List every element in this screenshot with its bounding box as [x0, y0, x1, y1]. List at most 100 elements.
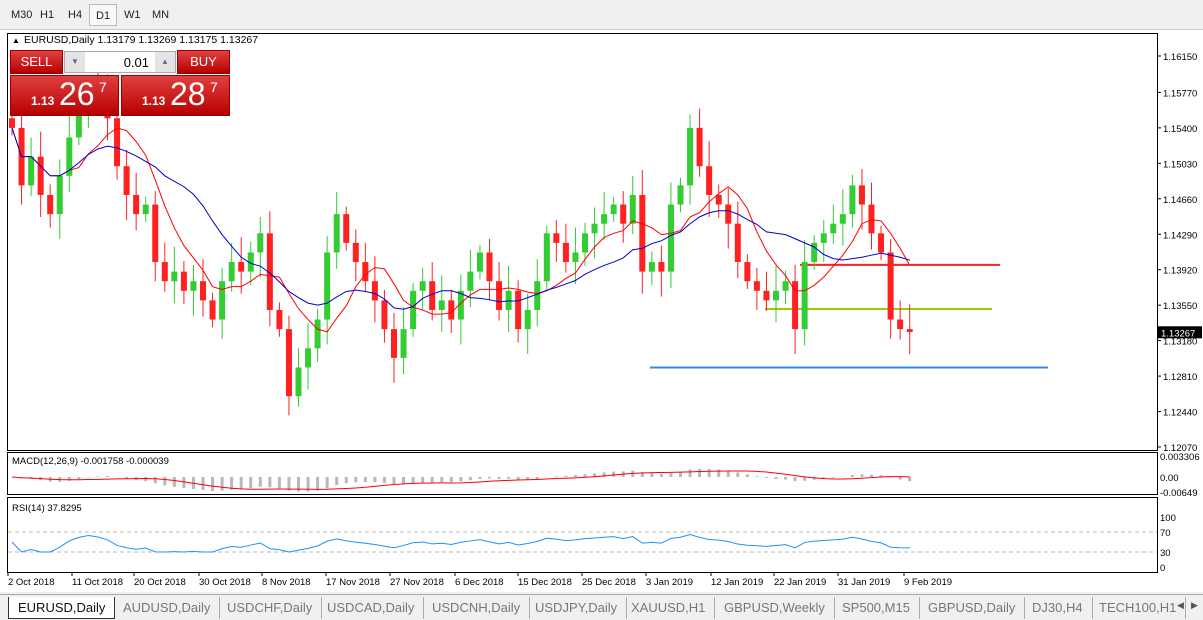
chart-tab[interactable]: GBPUSD,Daily	[919, 597, 1026, 619]
chart-tab[interactable]: DJ30,H4	[1023, 597, 1093, 619]
rsi-tick-label: 30	[1160, 548, 1171, 559]
lot-decrease-button[interactable]: ▼	[65, 52, 85, 72]
candle-body	[906, 329, 913, 332]
chart-tab[interactable]: AUDUSD,Daily	[114, 597, 221, 619]
macd-signal-line	[11, 470, 910, 490]
chart-tab[interactable]: GBPUSD,Weekly	[715, 597, 835, 619]
candle-body	[400, 329, 407, 358]
rsi-tick-label: 100	[1160, 513, 1176, 524]
chart-tab[interactable]: EURUSD,Daily	[8, 597, 116, 619]
candle-body	[228, 262, 235, 282]
main-chart-frame	[7, 33, 1158, 451]
candle-body	[161, 262, 168, 282]
chart-canvas[interactable]: ▲ EURUSD,Daily 1.13179 1.13269 1.13175 1.…	[0, 30, 1203, 592]
candle-body	[505, 290, 512, 310]
rsi-label: RSI(14) 37.8295	[12, 503, 82, 514]
scroll-right-icon[interactable]: ▶	[1191, 600, 1198, 610]
timeframe-h1[interactable]: H1	[40, 9, 55, 21]
sell-price-fraction: 7	[99, 79, 107, 95]
candle-body	[897, 319, 904, 330]
price-tick-label: 1.16150	[1163, 52, 1197, 63]
chart-tab[interactable]: SP500,M15	[833, 597, 920, 619]
candle-body	[524, 309, 531, 330]
timeframe-d1[interactable]: D1	[89, 4, 118, 26]
price-tick-label: 1.12440	[1163, 408, 1197, 419]
rsi-line	[11, 533, 910, 553]
candle-body	[620, 204, 627, 224]
timeframe-w1[interactable]: W1	[124, 9, 141, 21]
candle-body	[391, 329, 397, 358]
rsi-tick-label: 0	[1160, 563, 1165, 574]
rsi-frame	[7, 497, 1158, 573]
candle-body	[362, 262, 369, 282]
candle-body	[601, 214, 608, 224]
buy-price[interactable]: 1.13 28 7	[121, 75, 230, 116]
candle-body	[696, 127, 703, 167]
chart-tab[interactable]: USDCNH,Daily	[423, 597, 531, 619]
timeframe-m30[interactable]: M30	[11, 9, 33, 21]
candle-body	[200, 281, 206, 301]
candle-body	[285, 329, 292, 397]
candle-body	[763, 290, 770, 301]
price-tick-label: 1.15770	[1163, 88, 1197, 99]
candle-body	[75, 108, 82, 138]
date-label: 9 Feb 2019	[904, 577, 952, 588]
buy-button[interactable]: BUY	[177, 50, 230, 74]
candle-body	[429, 281, 436, 310]
chart-tab[interactable]: USDCHF,Daily	[218, 597, 323, 619]
candle-body	[734, 223, 741, 263]
rsi-tick-label: 70	[1160, 528, 1171, 539]
scroll-left-icon[interactable]: ◀	[1177, 600, 1184, 610]
chart-tab[interactable]: XAUUSD,H1	[622, 597, 716, 619]
moving-average-fast	[11, 127, 911, 333]
candle-body	[419, 281, 426, 291]
candle-body	[744, 262, 751, 282]
chart-tab[interactable]: TECH100,H1	[1090, 597, 1187, 619]
candle-body	[295, 367, 302, 397]
one-click-trading-panel: SELL ▼ 0.01 ▲ BUY 1.13 26 7 1.13 28 7	[10, 50, 230, 116]
date-label: 30 Oct 2018	[199, 577, 251, 588]
candle-body	[782, 281, 789, 291]
candle-body	[219, 281, 226, 320]
candle-body	[266, 233, 273, 310]
buy-price-prefix: 1.13	[142, 94, 166, 108]
date-label: 15 Dec 2018	[518, 577, 572, 588]
candle-body	[438, 300, 445, 310]
macd-tick-label: -0.00649	[1160, 488, 1198, 499]
candle-body	[66, 137, 73, 176]
chart-window[interactable]: ▲ EURUSD,Daily 1.13179 1.13269 1.13175 1.…	[0, 30, 1203, 592]
macd-label: MACD(12,26,9) -0.001758 -0.000039	[12, 456, 169, 467]
candle-body	[553, 233, 560, 243]
price-tick-label: 1.15030	[1163, 159, 1197, 170]
candle-body	[37, 156, 44, 195]
sell-price[interactable]: 1.13 26 7	[10, 75, 119, 116]
lot-size-input[interactable]: ▼ 0.01 ▲	[64, 51, 176, 73]
candle-body	[343, 214, 350, 243]
candle-body	[658, 262, 665, 272]
candle-body	[773, 290, 779, 301]
candle-body	[123, 166, 130, 195]
timeframe-h4[interactable]: H4	[68, 9, 83, 21]
candle-body	[152, 204, 159, 263]
price-tick-label: 1.12810	[1163, 372, 1197, 383]
date-label: 22 Jan 2019	[774, 577, 826, 588]
candle-body	[209, 300, 216, 320]
lot-increase-button[interactable]: ▲	[155, 52, 175, 72]
sell-button[interactable]: SELL	[10, 50, 63, 74]
timeframe-mn[interactable]: MN	[152, 9, 170, 21]
macd-tick-label: 0.003306	[1160, 452, 1200, 463]
candle-body	[410, 290, 417, 330]
candle-body	[687, 127, 694, 186]
chart-tab[interactable]: USDJPY,Daily	[526, 597, 628, 619]
date-label: 25 Dec 2018	[582, 577, 636, 588]
candle-body	[486, 252, 493, 282]
candle-body	[648, 262, 655, 272]
price-tick-label: 1.13180	[1163, 337, 1197, 348]
chart-tab[interactable]: USDCAD,Daily	[318, 597, 425, 619]
sell-price-pips: 26	[59, 76, 95, 112]
candle-body	[257, 233, 264, 253]
price-tick-label: 1.15400	[1163, 124, 1197, 135]
candle-body	[725, 204, 732, 224]
candle-body	[496, 281, 503, 310]
date-label: 12 Jan 2019	[711, 577, 763, 588]
